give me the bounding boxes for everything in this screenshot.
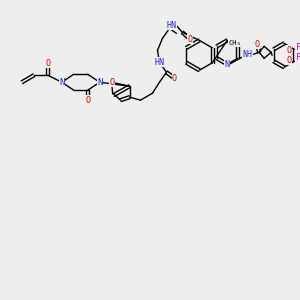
Text: HN: HN xyxy=(154,58,164,67)
Text: N: N xyxy=(97,78,102,87)
Text: O: O xyxy=(172,74,177,83)
Text: O: O xyxy=(255,40,260,49)
Text: O: O xyxy=(109,78,114,87)
Text: NH: NH xyxy=(242,50,252,59)
Text: F: F xyxy=(296,53,300,62)
Text: F: F xyxy=(296,43,300,52)
Text: O: O xyxy=(286,56,292,65)
Text: O: O xyxy=(286,46,292,55)
Text: CH₃: CH₃ xyxy=(228,40,241,46)
Text: O: O xyxy=(85,96,90,105)
Text: O: O xyxy=(188,35,193,44)
Text: HN: HN xyxy=(167,21,176,30)
Text: N: N xyxy=(59,78,64,87)
Text: N: N xyxy=(225,60,230,69)
Text: O: O xyxy=(45,59,50,68)
